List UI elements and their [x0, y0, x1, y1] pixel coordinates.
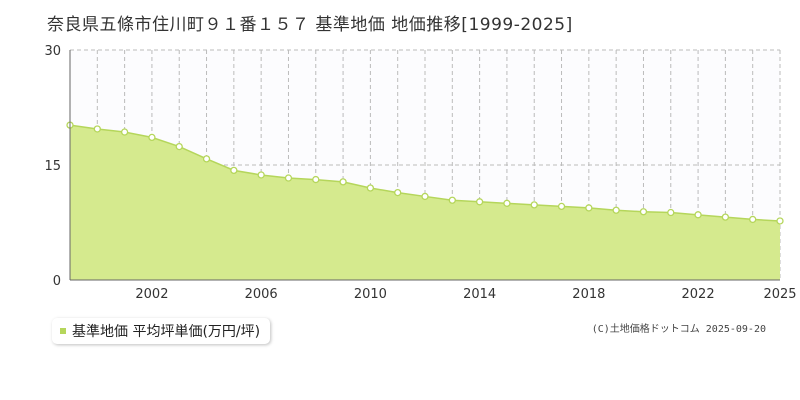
data-point	[284, 174, 293, 182]
data-point	[202, 155, 211, 163]
data-point	[93, 125, 101, 133]
data-point	[421, 192, 429, 201]
x-tick-label: 2006	[245, 287, 278, 302]
x-tick-label: 2002	[135, 287, 168, 302]
data-point	[557, 202, 566, 211]
data-point	[776, 217, 784, 225]
data-point	[612, 206, 620, 214]
data-point	[148, 133, 156, 142]
legend-marker	[60, 328, 66, 334]
data-point	[475, 198, 484, 206]
data-point	[366, 184, 375, 192]
data-point	[530, 201, 538, 209]
data-point	[257, 171, 265, 179]
y-tick-label: 15	[44, 159, 61, 174]
data-point	[721, 213, 730, 221]
x-tick-label: 2025	[763, 287, 796, 302]
data-point	[312, 175, 320, 184]
data-point	[230, 166, 238, 175]
data-point	[749, 215, 757, 224]
series-area	[70, 125, 780, 280]
copyright-notice: (C)土地価格ドットコム 2025-09-20	[591, 324, 766, 335]
legend-label: 基準地価 平均坪単価(万円/坪)	[72, 324, 261, 340]
data-point	[175, 142, 183, 151]
data-point	[448, 196, 456, 204]
x-tick-label: 2010	[354, 287, 387, 302]
data-point	[503, 199, 511, 207]
x-tick-label: 2022	[682, 287, 715, 302]
data-point	[639, 208, 648, 216]
y-tick-label: 0	[53, 274, 61, 289]
chart-legend: 基準地価 平均坪単価(万円/坪)	[52, 318, 271, 344]
x-tick-label: 2014	[463, 287, 496, 302]
data-point	[585, 204, 593, 212]
y-tick-label: 30	[44, 44, 61, 59]
x-tick-label: 2018	[572, 287, 605, 302]
data-point	[667, 208, 675, 217]
data-point	[394, 188, 402, 197]
data-point	[339, 178, 347, 186]
chart-title: 奈良県五條市住川町９１番１５７ 基準地価 地価推移[1999-2025]	[47, 15, 573, 35]
data-point	[120, 128, 129, 136]
data-point	[694, 211, 702, 219]
